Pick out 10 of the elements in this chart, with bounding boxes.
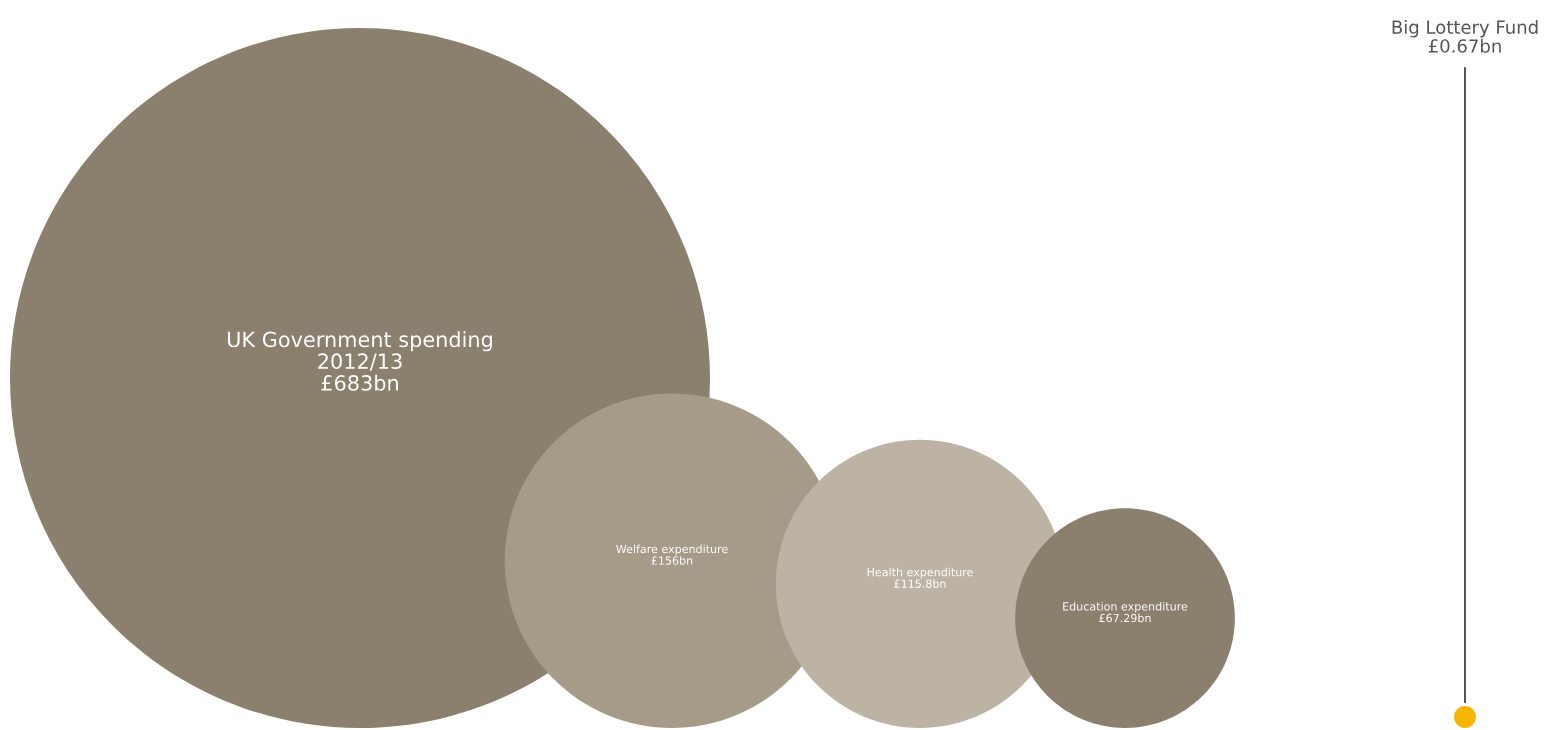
data-label: £0.67bn xyxy=(1428,38,1501,53)
data-label: £67.29bn xyxy=(1099,613,1151,623)
category-label: Welfare expenditure xyxy=(616,544,728,556)
category-label: Health expenditure xyxy=(867,567,973,579)
category-label: Education expenditure xyxy=(1063,601,1188,613)
data-label: £683bn xyxy=(321,374,398,391)
category-label: Big Lottery Fund xyxy=(1392,20,1538,38)
data-label: £115.8bn xyxy=(894,579,946,588)
category-label: UK Government spending 2012/13 xyxy=(228,331,492,371)
data-label: £156bn xyxy=(651,556,693,565)
